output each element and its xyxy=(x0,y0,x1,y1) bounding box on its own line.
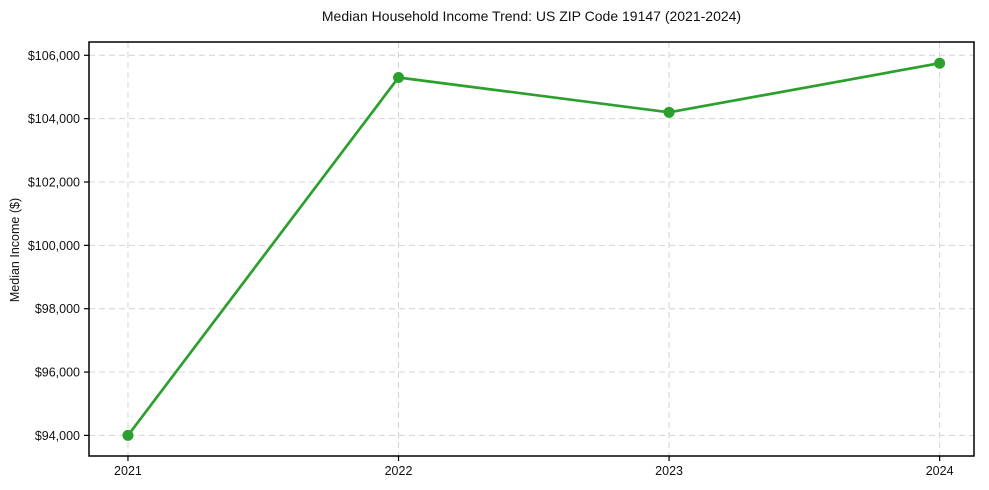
y-tick-label: $102,000 xyxy=(28,176,80,190)
y-axis-label: Median Income ($) xyxy=(8,197,22,303)
plot-border xyxy=(88,41,975,457)
x-tick-label: 2022 xyxy=(385,464,413,478)
y-tick-label: $104,000 xyxy=(28,112,80,126)
x-tick-label: 2023 xyxy=(655,464,683,478)
income-trend-line xyxy=(126,61,941,437)
data-point-2021 xyxy=(122,429,134,441)
data-point-2024 xyxy=(934,57,946,69)
y-tick-label: $96,000 xyxy=(35,366,80,380)
data-point-2022 xyxy=(393,71,405,83)
y-tick-label: $106,000 xyxy=(28,49,80,63)
y-tick-label: $98,000 xyxy=(35,302,80,316)
y-tick-label: $94,000 xyxy=(35,429,80,443)
chart-title: Median Household Income Trend: US ZIP Co… xyxy=(321,8,742,24)
x-tick-label: 2021 xyxy=(114,464,142,478)
y-tick-label: $100,000 xyxy=(28,239,80,253)
x-tick-label: 2024 xyxy=(926,464,954,478)
data-point-2023 xyxy=(663,106,675,118)
